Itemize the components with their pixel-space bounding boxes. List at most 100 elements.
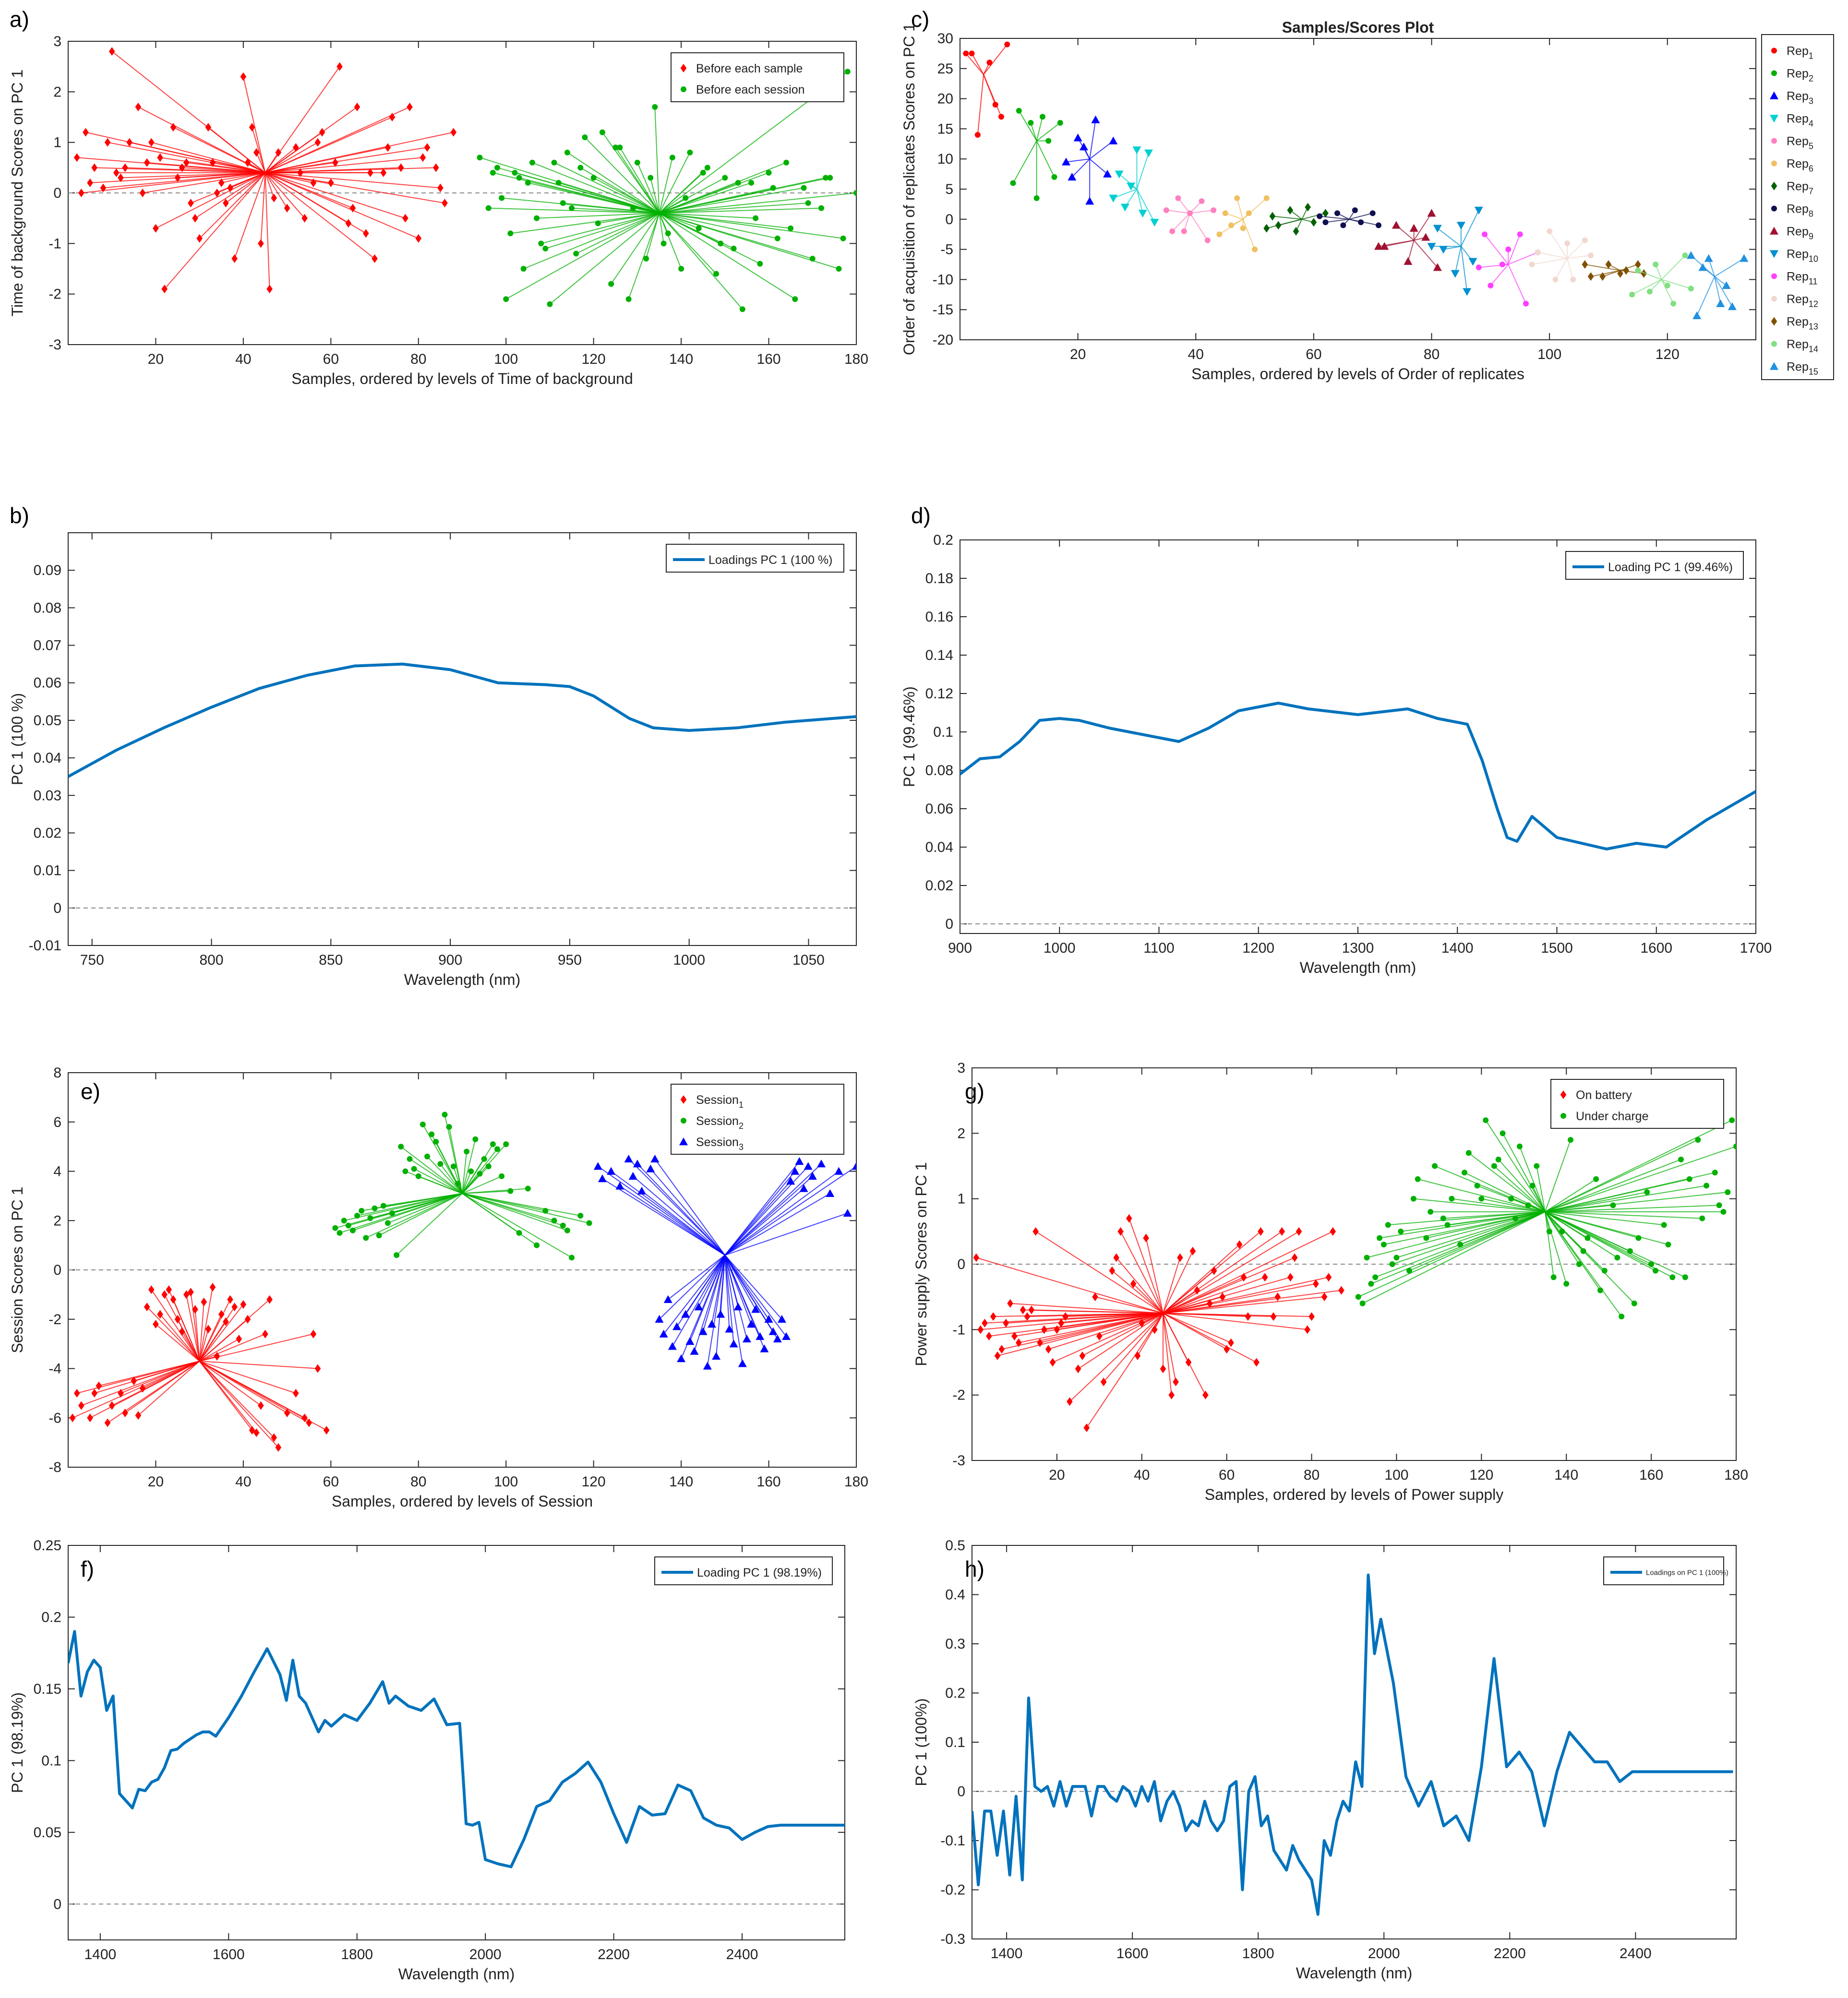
legend-entry-subscript: 11 [1809, 277, 1818, 287]
data-point [349, 1227, 356, 1233]
data-point [332, 1225, 338, 1231]
centroid-spoke [659, 197, 686, 214]
data-point [1079, 143, 1088, 151]
y-tick-label: -2 [48, 1312, 61, 1328]
data-point [244, 158, 251, 167]
data-point [100, 183, 107, 192]
centroid-spoke [554, 162, 660, 214]
centroid-spoke [265, 172, 441, 189]
legend-entry: On battery [1576, 1089, 1632, 1102]
y-tick-label: 3 [53, 34, 61, 49]
y-tick-label: 0.1 [41, 1753, 61, 1769]
data-point [1293, 227, 1299, 236]
data-point [450, 128, 457, 137]
centroid-spoke [659, 213, 717, 275]
y-tick-label: -15 [933, 302, 953, 318]
data-point [1085, 197, 1094, 205]
legend-entry: Rep6 [1787, 157, 1813, 174]
y-tick-label: -2 [48, 287, 61, 302]
data-point [660, 240, 667, 247]
data-point [1199, 198, 1205, 204]
centroid-spoke [1163, 1313, 1312, 1317]
legend-entry-subscript: 1 [1809, 51, 1813, 61]
data-point [332, 158, 338, 167]
centroid-spoke [724, 1176, 813, 1256]
data-point [275, 148, 282, 157]
centroid-spoke [1545, 1211, 1668, 1245]
data-point [153, 224, 159, 233]
centroid-spoke [571, 207, 660, 214]
centroid-spoke [1069, 1313, 1164, 1402]
data-point [472, 1136, 479, 1142]
data-point [1127, 182, 1136, 191]
centroid-spoke [1163, 1313, 1308, 1330]
centroid-spoke [1413, 1198, 1546, 1212]
centroid-spoke [265, 157, 423, 173]
data-point [442, 199, 448, 208]
centroid-spoke [576, 213, 660, 254]
data-point [1665, 1242, 1671, 1248]
centroid-spoke [1549, 231, 1568, 259]
legend-entry-subscript: 8 [1809, 209, 1813, 219]
data-point [328, 178, 334, 187]
centroid-spoke [1036, 122, 1061, 142]
centroid-spoke [199, 1338, 240, 1362]
data-point [78, 189, 84, 197]
data-point [1304, 1325, 1311, 1334]
data-point [1474, 1183, 1480, 1189]
centroid-spoke [1661, 279, 1674, 304]
centroid-spoke [1019, 1313, 1164, 1343]
centroid-spoke [72, 1361, 200, 1419]
legend-marker [681, 1118, 686, 1124]
y-tick-label: -1 [952, 1322, 965, 1338]
centroid-spoke [387, 1193, 463, 1224]
y-axis-label: Order of acquisition of replicates Score… [900, 23, 918, 355]
centroid-spoke [1545, 1211, 1554, 1278]
x-tick-label: 2000 [469, 1947, 502, 1962]
data-point [1073, 133, 1082, 142]
centroid-spoke [1177, 198, 1190, 214]
centroid-spoke [971, 53, 984, 75]
data-point [516, 1230, 522, 1236]
data-point [1079, 1351, 1086, 1360]
data-point [1433, 263, 1442, 271]
centroid-spoke [142, 172, 265, 193]
data-point [1465, 1150, 1472, 1156]
centroid-spoke [133, 1361, 200, 1382]
data-point [407, 102, 413, 111]
centroid-spoke [1089, 158, 1108, 175]
data-point [166, 1285, 172, 1294]
y-tick-label: 0.14 [925, 647, 953, 663]
data-point [766, 169, 772, 176]
data-point [1392, 221, 1401, 229]
centroid-spoke [628, 1159, 726, 1256]
data-point [477, 155, 483, 161]
centroid-spoke [265, 107, 410, 173]
centroid-spoke [1484, 234, 1509, 265]
data-point [637, 1186, 647, 1195]
centroid-spoke [1545, 1211, 1703, 1219]
centroid-spoke [549, 213, 660, 305]
centroid-spoke [659, 152, 691, 214]
y-tick-label: 0.01 [34, 863, 61, 879]
centroid-spoke [199, 1329, 209, 1362]
centroid-spoke [264, 172, 288, 209]
data-point [665, 230, 671, 237]
centroid-spoke [1545, 1211, 1686, 1278]
legend-entry: Rep15 [1787, 360, 1818, 377]
centroid-spoke [980, 1313, 1164, 1330]
data-point [91, 1388, 98, 1398]
data-point [1109, 1266, 1116, 1275]
centroid-spoke [1413, 213, 1432, 241]
centroid-spoke [1508, 264, 1526, 304]
legend-entry: Rep3 [1787, 90, 1813, 106]
data-point [218, 178, 225, 187]
legend-entry-subscript: 2 [1809, 74, 1813, 84]
data-point [1476, 264, 1482, 271]
centroid-spoke [1116, 1257, 1164, 1314]
panel-label: d) [911, 503, 931, 528]
data-point [733, 1303, 743, 1311]
centroid-spoke [173, 127, 265, 173]
y-tick-label: -3 [48, 337, 61, 353]
centroid-spoke [199, 1306, 235, 1362]
